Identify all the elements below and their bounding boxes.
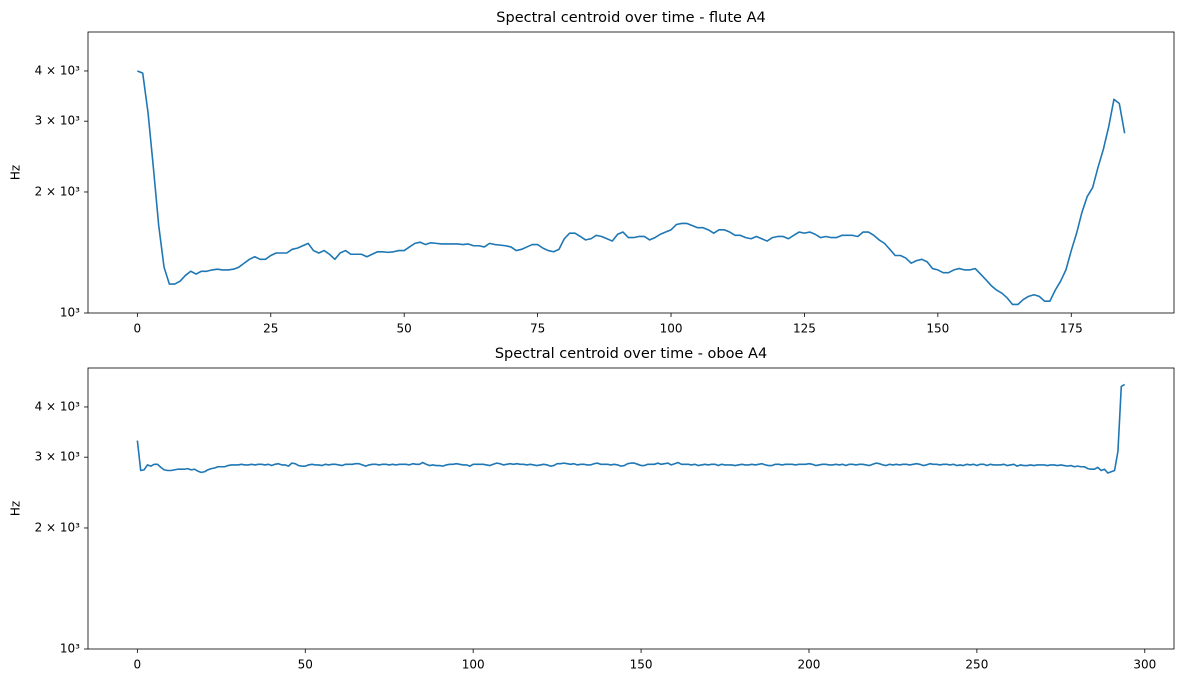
x-tick-label: 0 — [134, 658, 142, 672]
y-axis-label: Hz — [9, 501, 23, 516]
x-tick-label: 175 — [1060, 322, 1083, 336]
x-tick-label: 25 — [263, 322, 278, 336]
data-line — [136, 383, 1126, 474]
x-tick-label: 250 — [965, 658, 988, 672]
y-tick-label: 3 × 10³ — [35, 450, 81, 464]
x-tick-label: 125 — [793, 322, 816, 336]
x-tick-label: 150 — [926, 322, 949, 336]
y-tick-label: 4 × 10³ — [35, 399, 81, 413]
y-tick-label: 3 × 10³ — [35, 114, 81, 128]
x-tick-label: 100 — [660, 322, 683, 336]
y-tick-label: 10³ — [60, 306, 80, 320]
x-tick-label: 50 — [298, 658, 313, 672]
plot-frame — [87, 367, 1175, 650]
x-tick-label: 300 — [1133, 658, 1156, 672]
plot-frame — [87, 31, 1175, 314]
y-tick-label: 2 × 10³ — [35, 520, 81, 534]
y-tick-label: 4 × 10³ — [35, 63, 81, 77]
y-tick-label: 2 × 10³ — [35, 184, 81, 198]
x-tick-label: 50 — [397, 322, 412, 336]
y-tick-label: 10³ — [60, 642, 80, 656]
x-tick-label: 150 — [630, 658, 653, 672]
chart-title: Spectral centroid over time - oboe A4 — [495, 346, 767, 362]
y-axis-label: Hz — [9, 165, 23, 180]
x-tick-label: 75 — [530, 322, 545, 336]
chart-title: Spectral centroid over time - flute A4 — [496, 10, 765, 26]
x-tick-label: 0 — [134, 322, 142, 336]
data-line — [137, 70, 1126, 306]
x-tick-label: 200 — [798, 658, 821, 672]
x-tick-label: 100 — [462, 658, 485, 672]
